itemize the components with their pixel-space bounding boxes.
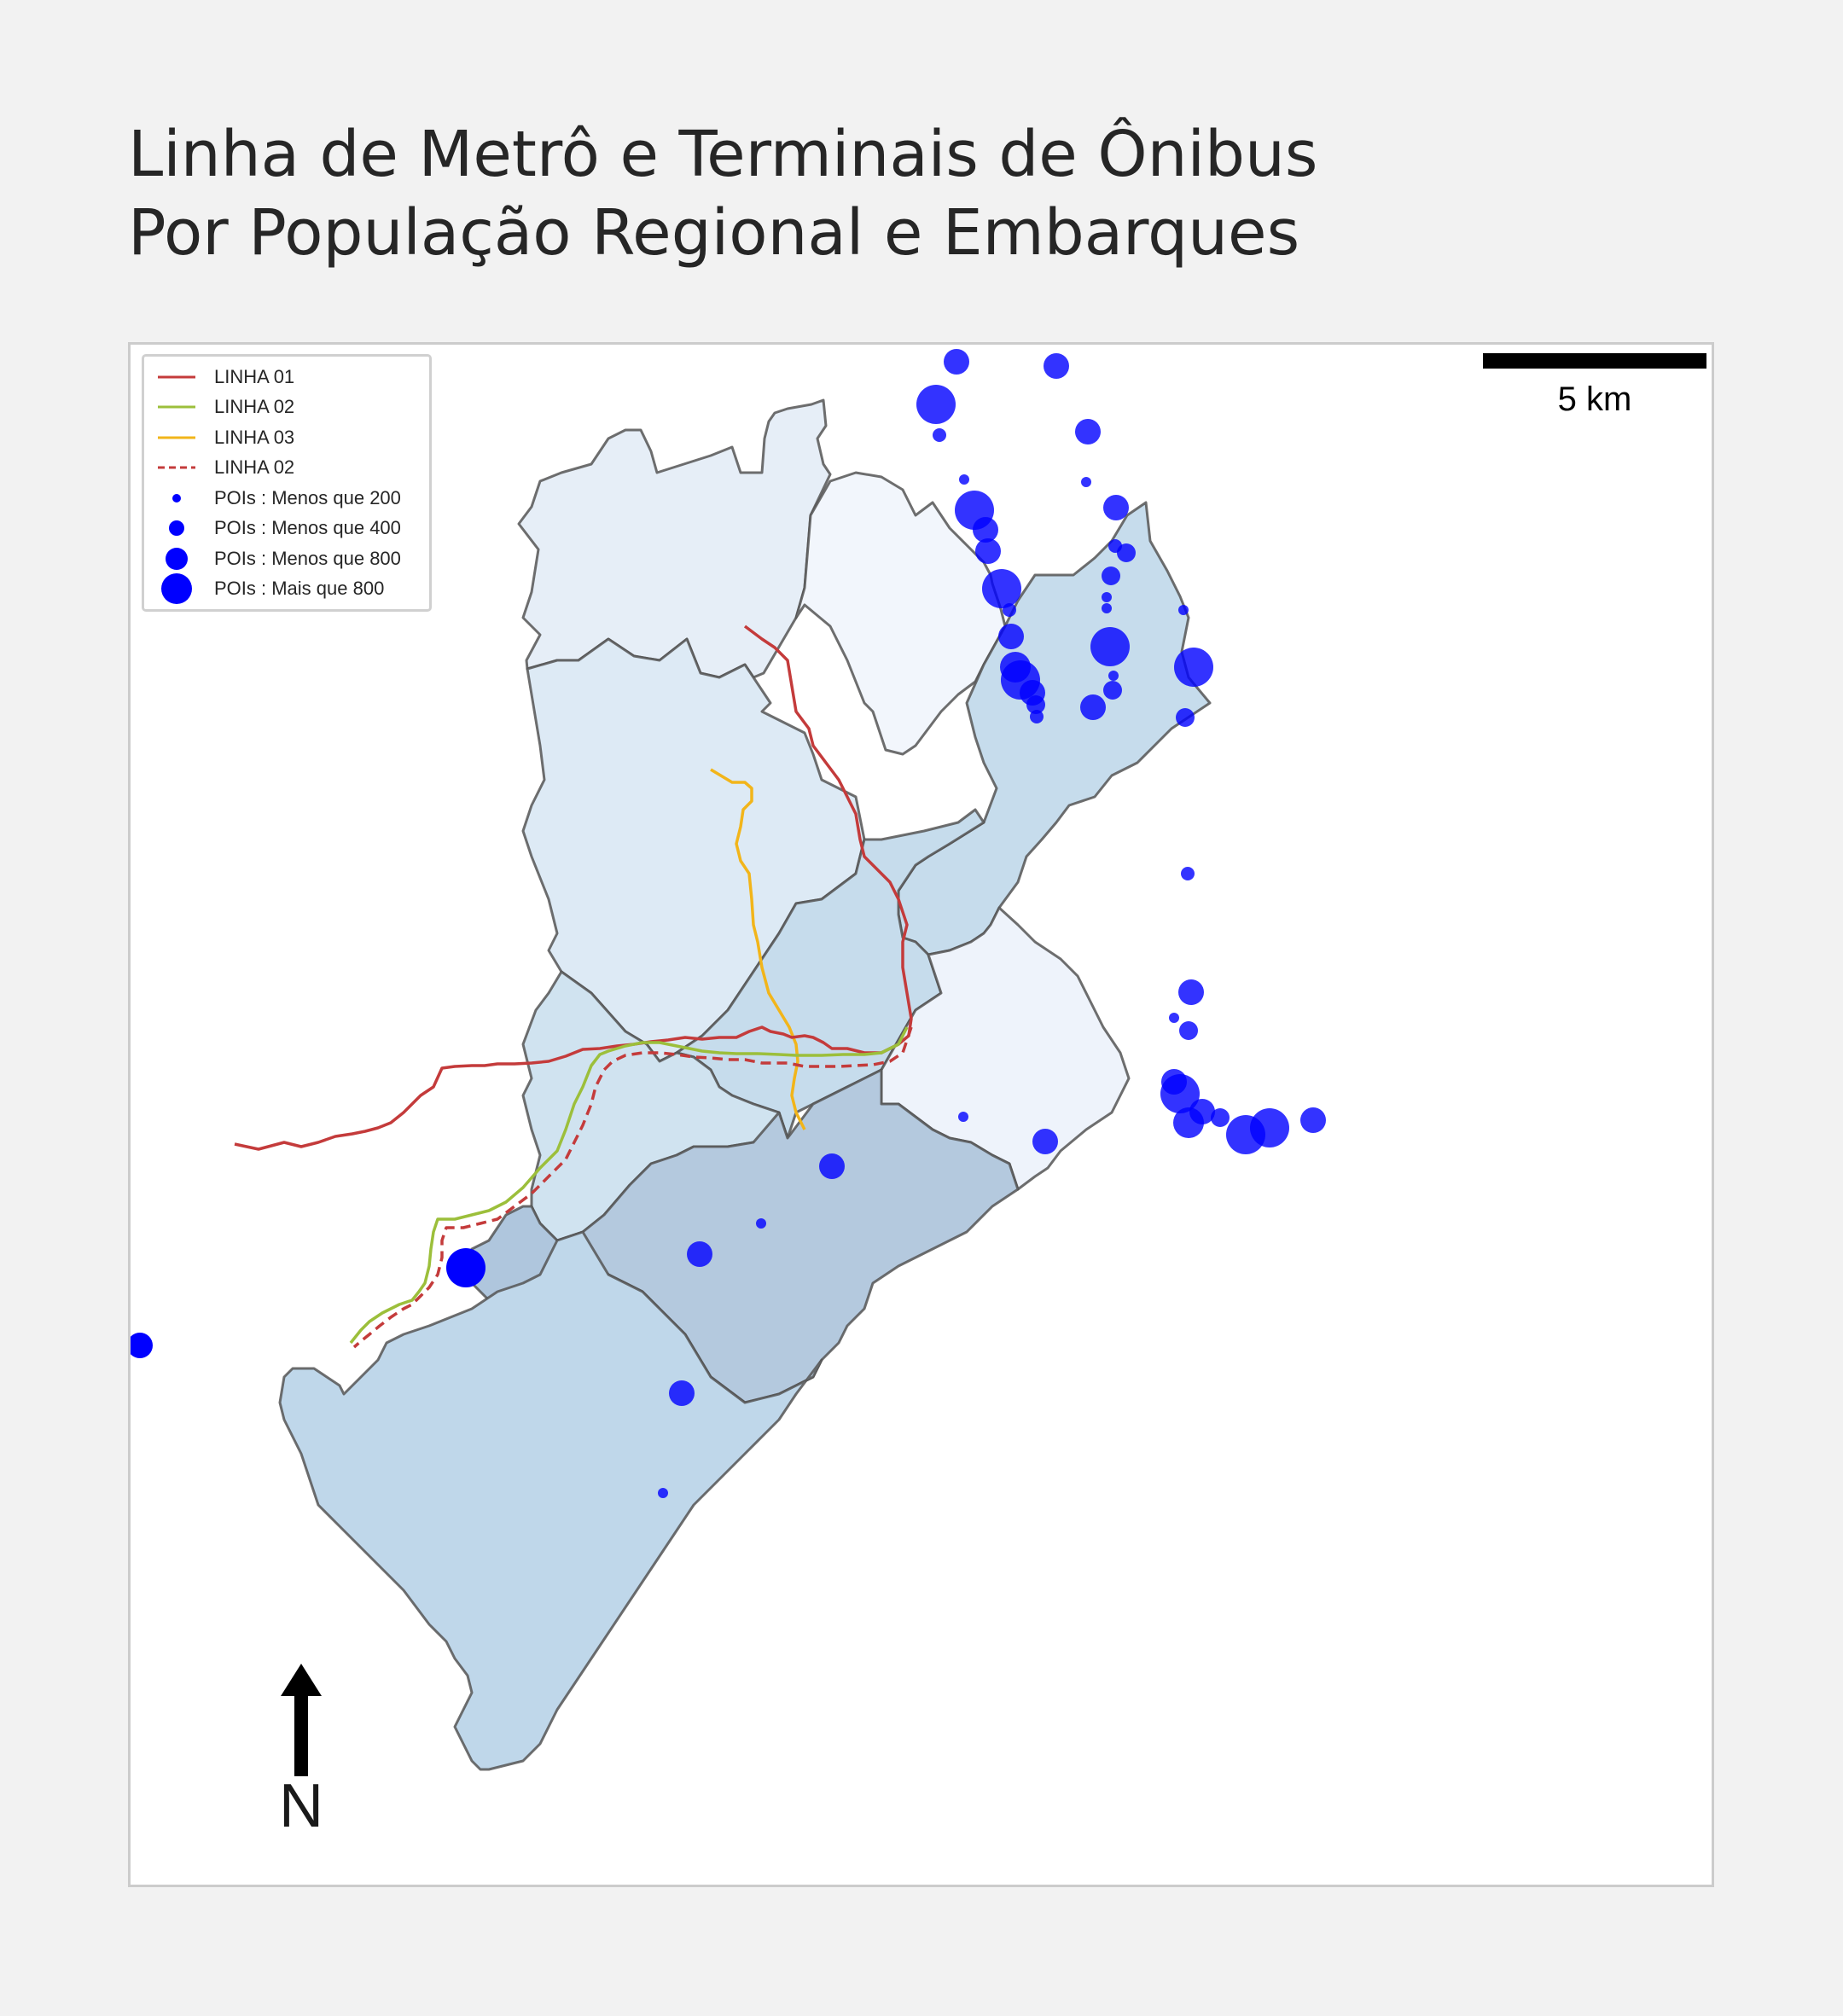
- legend-line-swatch: [146, 425, 207, 450]
- map-title-line-2: Por População Regional e Embarques: [128, 196, 1300, 270]
- pois: [131, 349, 1326, 1498]
- linha-01-line: [234, 625, 913, 1151]
- poi-marker: [1102, 592, 1112, 602]
- linha-02-line: [349, 1026, 909, 1345]
- poi-marker: [916, 385, 956, 424]
- legend-point-swatch: [146, 573, 207, 605]
- poi-marker: [1081, 477, 1091, 487]
- legend-item: LINHA 02: [144, 453, 429, 484]
- legend-label: LINHA 02: [214, 456, 295, 479]
- legend-line-swatch: [146, 394, 207, 420]
- region-center-south: [555, 1068, 1020, 1404]
- legend-label: POIs : Menos que 200: [214, 486, 401, 508]
- poi-marker: [933, 428, 946, 442]
- regions: [278, 398, 1212, 1771]
- poi-marker: [998, 624, 1024, 649]
- poi-marker: [1003, 603, 1016, 617]
- poi-marker: [1176, 708, 1195, 727]
- poi-marker: [819, 1153, 845, 1179]
- poi-marker: [1178, 979, 1204, 1005]
- legend-point-swatch: [146, 485, 207, 511]
- legend-point-swatch: [146, 515, 207, 541]
- metro-lines: [234, 625, 913, 1349]
- north-label: N: [279, 1772, 323, 1840]
- poi-marker: [756, 1218, 766, 1229]
- poi-marker: [1030, 710, 1044, 723]
- poi-marker: [1080, 694, 1106, 720]
- poi-marker: [1117, 543, 1136, 562]
- legend-line-swatch: [146, 455, 207, 480]
- poi-marker: [1108, 671, 1119, 681]
- legend-label: LINHA 03: [214, 426, 295, 448]
- poi-marker: [1026, 695, 1045, 714]
- poi-marker: [975, 538, 1001, 564]
- poi-marker: [1179, 1021, 1198, 1040]
- poi-marker: [1103, 681, 1122, 700]
- map-canvas: [131, 349, 1326, 1771]
- linha-03-line: [710, 768, 806, 1130]
- poi-marker: [658, 1488, 668, 1498]
- poi-marker: [1102, 566, 1120, 585]
- poi-marker: [1178, 605, 1189, 615]
- legend-line-swatch: [146, 364, 207, 390]
- legend-point-swatch: [146, 546, 207, 572]
- poi-marker: [1090, 627, 1130, 666]
- poi-marker: [1173, 1107, 1204, 1138]
- map-title: Linha de Metrô e Terminais de Ônibus Por…: [128, 115, 1749, 272]
- poi-marker: [446, 1248, 485, 1287]
- poi-marker: [982, 569, 1021, 608]
- legend-label: POIs : Mais que 800: [214, 578, 385, 600]
- region-south: [278, 1230, 823, 1771]
- map-frame: LINHA 01 LINHA 02 LINHA 03 LINHA 02 POIs : M…: [128, 342, 1714, 1887]
- poi-marker: [1174, 648, 1213, 687]
- poi-marker: [1102, 603, 1112, 613]
- legend-item: POIs : Menos que 800: [144, 543, 429, 574]
- poi-marker: [1300, 1107, 1326, 1133]
- region-north: [517, 398, 832, 679]
- poi-marker: [1169, 1013, 1179, 1023]
- scale-bar: [1483, 353, 1706, 369]
- poi-marker: [1032, 1129, 1058, 1154]
- poi-marker: [1160, 1074, 1200, 1113]
- poi-marker: [1103, 495, 1129, 520]
- legend-item: LINHA 01: [144, 362, 429, 392]
- legend: LINHA 01 LINHA 02 LINHA 03 LINHA 02 POIs : M…: [142, 354, 432, 612]
- poi-marker: [1044, 353, 1069, 379]
- legend-label: POIs : Menos que 400: [214, 517, 401, 539]
- poi-marker: [131, 1333, 153, 1358]
- poi-marker: [1211, 1108, 1230, 1127]
- legend-label: LINHA 02: [214, 396, 295, 418]
- poi-marker: [669, 1380, 695, 1406]
- poi-marker: [959, 474, 969, 485]
- legend-item: POIs : Mais que 800: [144, 573, 429, 605]
- legend-item: LINHA 02: [144, 392, 429, 423]
- legend-item: POIs : Menos que 200: [144, 483, 429, 514]
- poi-marker: [1181, 867, 1195, 880]
- poi-marker: [944, 349, 969, 375]
- legend-item: LINHA 03: [144, 422, 429, 453]
- poi-marker: [1075, 419, 1101, 444]
- poi-marker: [958, 1112, 968, 1122]
- legend-label: POIs : Menos que 800: [214, 547, 401, 569]
- scale-label: 5 km: [1557, 381, 1632, 418]
- poi-marker: [1250, 1108, 1289, 1147]
- linha-02-dashed-line: [352, 1026, 913, 1349]
- map-title-line-1: Linha de Metrô e Terminais de Ônibus: [128, 118, 1318, 191]
- poi-marker: [687, 1241, 712, 1267]
- legend-item: POIs : Menos que 400: [144, 514, 429, 544]
- north-arrow-icon: [281, 1664, 322, 1776]
- legend-label: LINHA 01: [214, 365, 295, 387]
- poi-marker: [973, 517, 998, 543]
